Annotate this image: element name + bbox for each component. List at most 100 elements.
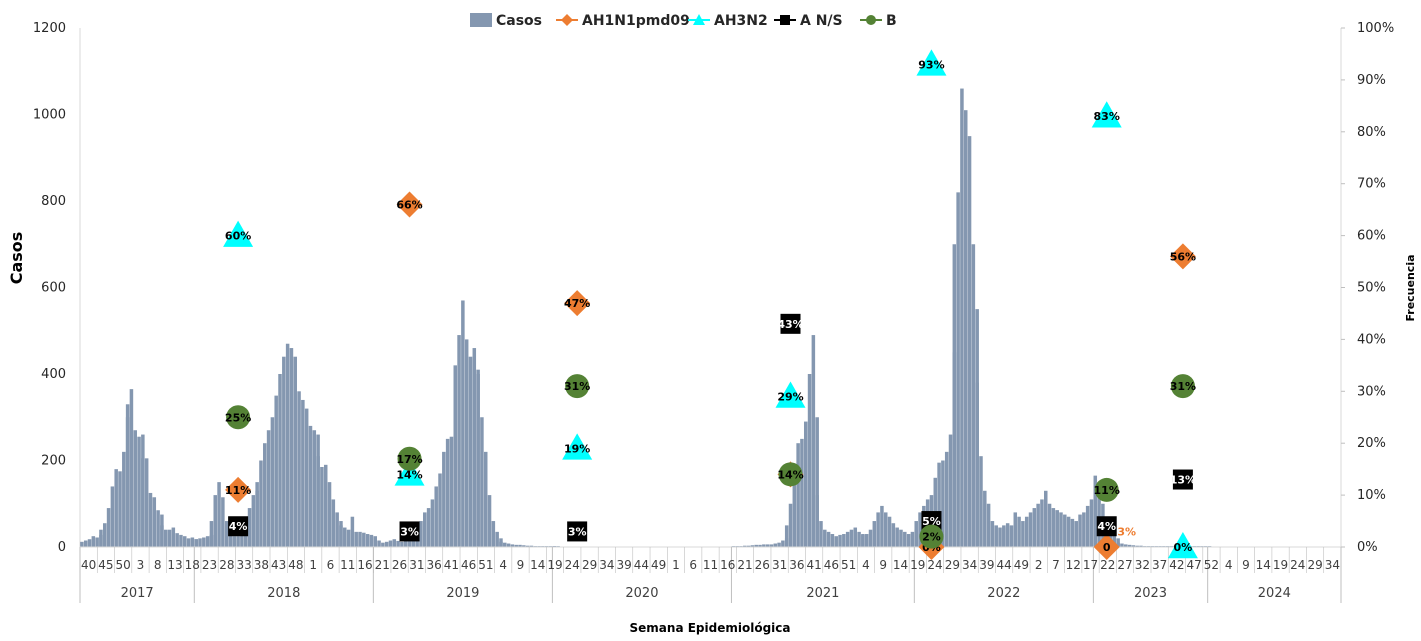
week-tick-label: 24 xyxy=(927,558,942,572)
casos-bar xyxy=(781,541,785,547)
week-tick-label: 49 xyxy=(651,558,666,572)
casos-bar xyxy=(381,543,385,547)
data-label: 66% xyxy=(396,198,422,211)
week-tick-label: 1 xyxy=(309,558,317,572)
casos-bar xyxy=(305,409,309,547)
casos-bar xyxy=(895,528,899,547)
casos-bar xyxy=(259,461,263,548)
y2-tick-label: 70% xyxy=(1357,177,1386,192)
casos-bar xyxy=(861,535,865,547)
week-tick-label: 34 xyxy=(1325,558,1340,572)
week-tick-label: 2 xyxy=(1035,558,1043,572)
week-tick-label: 49 xyxy=(1014,558,1029,572)
casos-bars xyxy=(80,89,1211,547)
y2-tick-label: 30% xyxy=(1357,384,1386,399)
casos-bar xyxy=(400,542,404,547)
casos-bar xyxy=(332,499,336,547)
casos-bar xyxy=(320,467,324,547)
casos-bar xyxy=(252,495,256,547)
casos-bar xyxy=(347,530,351,547)
week-tick-label: 29 xyxy=(582,558,597,572)
casos-bar xyxy=(122,452,126,547)
week-tick-label: 24 xyxy=(565,558,580,572)
casos-bar xyxy=(457,335,461,547)
casos-bar xyxy=(233,538,237,547)
casos-bar xyxy=(975,383,979,547)
casos-bar xyxy=(884,512,888,547)
week-tick-label: 14 xyxy=(530,558,545,572)
week-tick-label: 51 xyxy=(478,558,493,572)
casos-bar xyxy=(461,300,465,547)
casos-bar xyxy=(133,430,137,547)
y-axis-right: 0%10%20%30%40%50%60%70%80%90%100% xyxy=(1341,21,1394,555)
data-label: 13% xyxy=(1170,474,1196,487)
casos-bar xyxy=(442,452,446,547)
casos-bar xyxy=(164,530,168,547)
casos-bar xyxy=(313,430,317,547)
casos-bar xyxy=(248,508,252,547)
casos-bar xyxy=(206,536,210,547)
data-label: 14% xyxy=(777,468,803,481)
data-label: 3% xyxy=(1117,525,1136,538)
casos-bar xyxy=(362,533,366,547)
casos-bar xyxy=(507,544,511,547)
casos-bar xyxy=(210,521,214,547)
casos-bar xyxy=(278,374,282,547)
casos-bar xyxy=(446,439,450,547)
legend-label: AH1N1pmd09 xyxy=(582,13,690,29)
casos-bar xyxy=(191,537,195,547)
casos-bar xyxy=(389,541,393,547)
casos-bar xyxy=(99,530,103,547)
week-tick-label: 33 xyxy=(236,558,251,572)
week-tick-label: 19 xyxy=(910,558,925,572)
casos-bar xyxy=(393,539,397,547)
data-label: 56% xyxy=(1170,250,1196,263)
casos-bar xyxy=(1044,491,1048,547)
casos-bar xyxy=(202,537,206,547)
data-label: 31% xyxy=(564,380,590,393)
week-tick-label: 27 xyxy=(1117,558,1132,572)
casos-bar xyxy=(815,495,819,547)
casos-bar xyxy=(213,495,217,547)
legend-label: B xyxy=(886,13,897,29)
week-tick-label: 24 xyxy=(1290,558,1305,572)
casos-bar xyxy=(427,508,431,547)
casos-bar xyxy=(469,357,473,547)
week-tick-label: 8 xyxy=(154,558,162,572)
data-label: 4% xyxy=(229,520,248,533)
casos-bar xyxy=(994,525,998,547)
casos-bar xyxy=(1029,512,1033,547)
casos-bar xyxy=(850,530,854,547)
casos-bar xyxy=(953,244,957,547)
casos-bar xyxy=(267,430,271,547)
year-label: 2022 xyxy=(987,586,1020,601)
casos-bar xyxy=(95,537,99,547)
casos-bar xyxy=(876,512,880,547)
week-tick-label: 34 xyxy=(599,558,614,572)
casos-bar xyxy=(949,435,953,547)
casos-bar xyxy=(404,541,408,547)
casos-bar xyxy=(377,541,381,547)
week-tick-label: 17 xyxy=(1083,558,1098,572)
casos-bar xyxy=(1059,512,1063,547)
casos-bar xyxy=(983,491,987,547)
casos-bar xyxy=(968,136,972,547)
week-tick-label: 3 xyxy=(137,558,145,572)
legend-circle-icon xyxy=(866,15,876,25)
casos-bar xyxy=(480,417,484,547)
casos-bar xyxy=(892,523,896,547)
data-label: 19% xyxy=(564,442,590,455)
data-label: 0 xyxy=(1103,541,1111,554)
week-tick-label: 36 xyxy=(789,558,804,572)
casos-bar xyxy=(1010,525,1014,547)
casos-bar xyxy=(137,437,141,547)
week-tick-label: 9 xyxy=(517,558,525,572)
casos-bar xyxy=(316,456,320,547)
casos-bar xyxy=(503,543,507,547)
casos-bar xyxy=(960,89,964,547)
data-label: 17% xyxy=(396,453,422,466)
casos-bar xyxy=(473,348,477,547)
